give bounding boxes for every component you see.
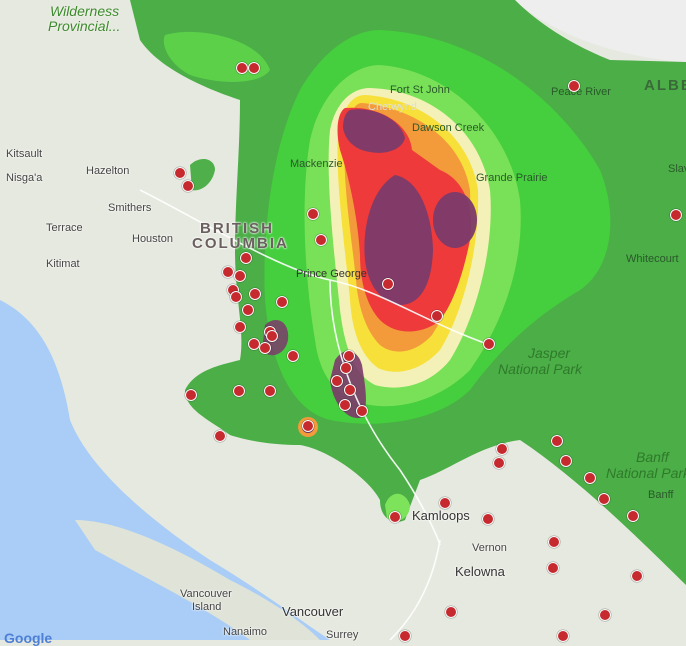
fire-marker-icon[interactable]: [339, 399, 351, 411]
label-kitimat: Kitimat: [46, 258, 80, 270]
label-grande-prairie: Grande Prairie: [476, 172, 548, 184]
label-peace-river: Peace River: [551, 86, 611, 98]
label-kelowna: Kelowna: [455, 564, 505, 579]
label-hazelton: Hazelton: [86, 165, 130, 177]
fire-marker-icon[interactable]: [214, 430, 226, 442]
google-logo: Google: [4, 630, 53, 646]
label-slave-lake: Slav: [668, 163, 686, 175]
label-smithers: Smithers: [108, 202, 152, 214]
fire-marker-icon[interactable]: [493, 457, 505, 469]
fire-marker-icon[interactable]: [548, 536, 560, 548]
label-provincial: Provincial...: [48, 18, 121, 34]
label-whitecourt: Whitecourt: [626, 253, 679, 265]
label-vancouver-island: Vancouver: [180, 588, 232, 600]
fire-marker-icon[interactable]: [234, 270, 246, 282]
smoke-dark-green-blob-north: [190, 158, 215, 191]
label-nisgaa: Nisga'a: [6, 172, 43, 184]
label-nanaimo: Nanaimo: [223, 626, 268, 638]
fire-marker-icon[interactable]: [222, 266, 234, 278]
fire-marker-icon[interactable]: [356, 405, 368, 417]
label-banff-national-park: National Park: [606, 465, 686, 481]
label-columbia: COLUMBIA: [192, 235, 289, 252]
fire-marker-icon[interactable]: [248, 338, 260, 350]
road-network: [139, 189, 491, 640]
label-fort-st-john: Fort St John: [390, 84, 450, 96]
fire-marker-icon[interactable]: [445, 606, 457, 618]
fire-marker-icon[interactable]: [340, 362, 352, 374]
label-mackenzie: Mackenzie: [290, 158, 343, 170]
label-british: BRITISH: [200, 220, 274, 237]
fire-marker-icon[interactable]: [287, 350, 299, 362]
fire-marker-icon[interactable]: [248, 62, 260, 74]
fire-marker-icon[interactable]: [315, 234, 327, 246]
fire-marker-icon[interactable]: [568, 80, 580, 92]
fire-marker-icon[interactable]: [343, 350, 355, 362]
top-right-land: [515, 0, 686, 62]
fire-marker-icon[interactable]: [331, 375, 343, 387]
fire-marker-icon[interactable]: [670, 209, 682, 221]
fire-marker-icon[interactable]: [560, 455, 572, 467]
label-wilderness: Wilderness: [50, 3, 120, 19]
fire-marker-icon[interactable]: [431, 310, 443, 322]
fire-marker-icon[interactable]: [557, 630, 569, 642]
label-terrace: Terrace: [46, 222, 83, 234]
fire-marker-icon[interactable]: [631, 570, 643, 582]
label-houston: Houston: [132, 233, 173, 245]
fire-marker-icon[interactable]: [584, 472, 596, 484]
fire-marker-icon[interactable]: [242, 304, 254, 316]
smoke-purple-east: [433, 192, 477, 248]
smoke-purple-center: [364, 175, 433, 305]
label-vancouver-island-2: Island: [192, 601, 222, 613]
fire-marker-icon[interactable]: [264, 385, 276, 397]
fire-marker-icon[interactable]: [249, 288, 261, 300]
fire-marker-icon[interactable]: [627, 510, 639, 522]
label-surrey: Surrey: [326, 629, 359, 641]
fire-marker-icon[interactable]: [302, 420, 314, 432]
fire-marker-icon[interactable]: [174, 167, 186, 179]
fire-marker-icon[interactable]: [234, 321, 246, 333]
fire-marker-icon[interactable]: [182, 180, 194, 192]
fire-marker-icon[interactable]: [276, 296, 288, 308]
fire-marker-icon[interactable]: [547, 562, 559, 574]
fire-marker-icon[interactable]: [266, 330, 278, 342]
fire-marker-icon[interactable]: [439, 497, 451, 509]
fire-marker-icon[interactable]: [389, 511, 401, 523]
fire-marker-icon[interactable]: [382, 278, 394, 290]
fire-marker-icon[interactable]: [482, 513, 494, 525]
ocean: [0, 300, 330, 640]
vancouver-island: [75, 520, 320, 640]
label-dawson-creek: Dawson Creek: [412, 122, 485, 134]
label-vancouver: Vancouver: [282, 604, 344, 619]
label-alberta: ALBER: [644, 77, 686, 94]
label-kamloops: Kamloops: [412, 508, 470, 523]
fire-marker-icon[interactable]: [344, 384, 356, 396]
fire-marker-icon[interactable]: [185, 389, 197, 401]
fire-marker-icon[interactable]: [483, 338, 495, 350]
fire-marker-icon[interactable]: [551, 435, 563, 447]
label-prince-george: Prince George: [296, 268, 367, 280]
fire-marker-icon[interactable]: [233, 385, 245, 397]
fire-marker-icon[interactable]: [230, 291, 242, 303]
smoke-purple: [343, 109, 405, 153]
fire-marker-icon[interactable]: [598, 493, 610, 505]
label-vernon: Vernon: [472, 542, 507, 554]
label-jasper-national-park: National Park: [498, 361, 583, 377]
smoke-plume: [130, 0, 686, 585]
fire-marker-icon[interactable]: [307, 208, 319, 220]
label-banff-town: Banff: [648, 489, 674, 501]
fire-marker-icon[interactable]: [240, 252, 252, 264]
fire-marker-icon[interactable]: [259, 342, 271, 354]
fire-marker-icon[interactable]: [496, 443, 508, 455]
fire-marker-icon[interactable]: [236, 62, 248, 74]
fire-marker-icon[interactable]: [399, 630, 411, 642]
fire-marker-icon[interactable]: [599, 609, 611, 621]
label-banff: Banff: [636, 449, 669, 465]
label-chetwynd: Chetwynd: [368, 101, 417, 113]
label-kitsault: Kitsault: [6, 148, 43, 160]
label-jasper: Jasper: [528, 345, 571, 361]
